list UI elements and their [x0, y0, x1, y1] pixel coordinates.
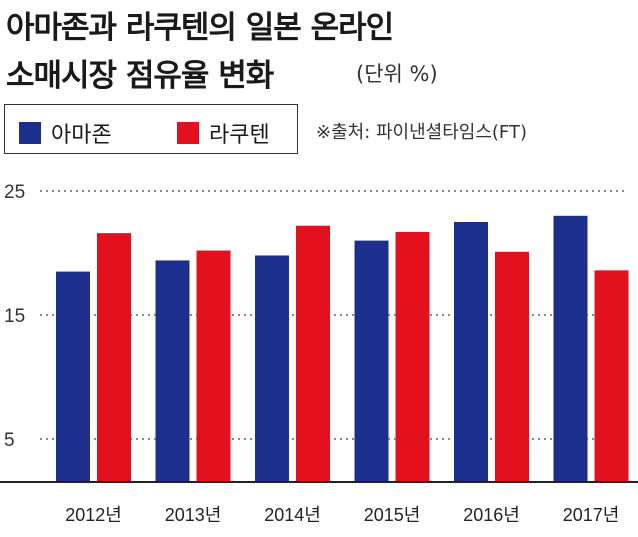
chart-title-line2: 소매시장 점유율 변화: [6, 58, 274, 94]
y-tick-label: 15: [4, 306, 25, 327]
bar-rakuten-2013년: [196, 250, 231, 482]
bar-amazon-2014년: [255, 255, 289, 482]
x-tick-label: 2016년: [463, 505, 520, 525]
bar-amazon-2017년: [553, 215, 588, 483]
bar-rakuten-2014년: [296, 225, 330, 482]
chart-title-line1: 아마존과 라쿠텐의 일본 온라인: [6, 10, 394, 46]
x-tick-label: 2014년: [264, 505, 321, 525]
bar-rakuten-2017년: [594, 270, 629, 482]
bar-rakuten-2015년: [395, 231, 430, 482]
x-tick-label: 2015년: [364, 505, 421, 525]
bar-amazon-2013년: [155, 260, 190, 482]
x-tick-label: 2017년: [563, 505, 620, 525]
legend-label-amazon: 아마존: [51, 123, 112, 148]
legend-label-rakuten: 라쿠텐: [209, 123, 270, 148]
x-tick-label: 2012년: [65, 505, 122, 525]
legend-item-amazon: 아마존: [19, 117, 112, 149]
legend-item-rakuten: 라쿠텐: [177, 117, 270, 149]
bar-rakuten-2012년: [97, 233, 131, 482]
bar-amazon-2012년: [56, 271, 90, 482]
x-tick-label: 2013년: [165, 505, 222, 525]
unit-label: (단위 %): [356, 62, 438, 86]
legend-swatch-rakuten: [177, 122, 199, 144]
legend: 아마존 라쿠텐: [4, 104, 298, 154]
bar-amazon-2015년: [354, 240, 389, 482]
y-tick-label: 5: [4, 430, 15, 451]
legend-swatch-amazon: [19, 122, 41, 144]
y-tick-label: 25: [4, 182, 25, 203]
bar-rakuten-2016년: [495, 251, 529, 482]
bar-amazon-2016년: [454, 222, 488, 482]
source-note: ※출처: 파이낸셜타임스(FT): [316, 122, 527, 143]
